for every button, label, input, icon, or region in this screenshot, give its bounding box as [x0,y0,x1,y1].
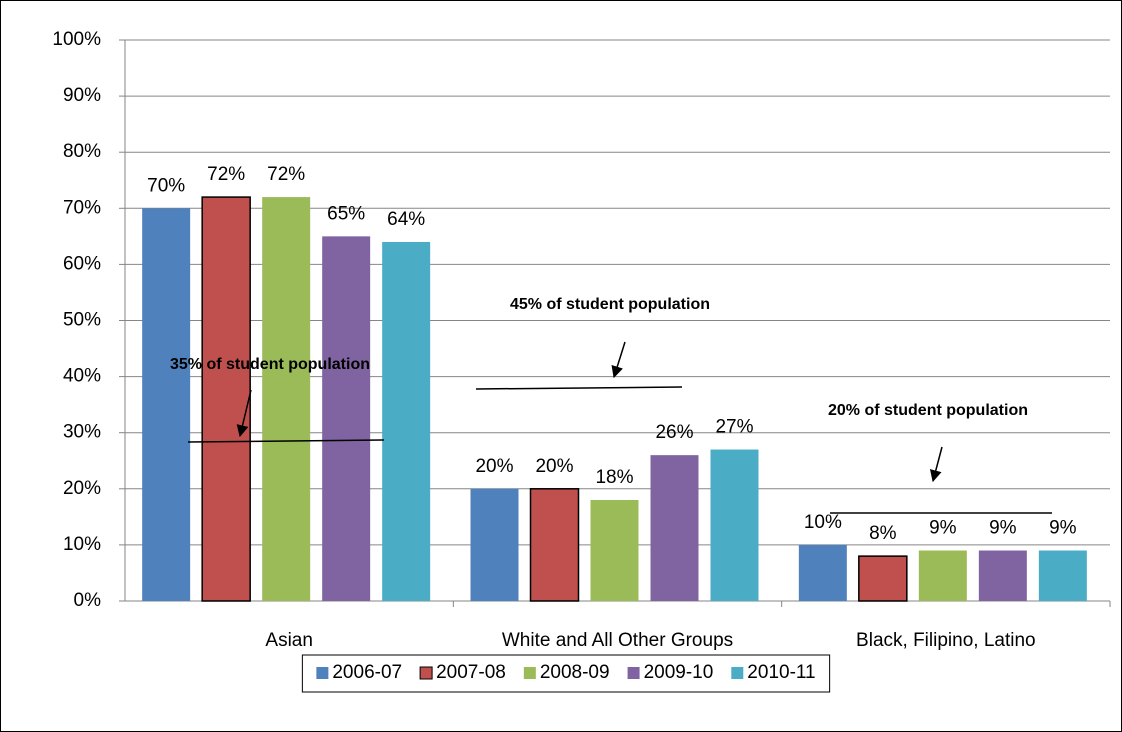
bar [858,555,908,602]
bar [470,488,519,601]
legend-label: 2008-09 [540,662,610,683]
legend-item: 2006-07 [316,662,402,683]
value-label: 26% [655,422,693,443]
legend-item: 2010-11 [731,662,816,683]
value-label: 9% [929,518,957,539]
legend: 2006-07 2007-08 2008-09 2009-10 2010-11 [301,654,831,693]
x-tick-label: Black, Filipino, Latino [856,630,1036,651]
bar [382,241,431,601]
value-label: 9% [1049,518,1077,539]
legend-label: 2009-10 [644,662,714,683]
value-label: 8% [869,523,897,544]
bar [529,488,580,602]
annotation-line [187,439,385,443]
legend-item: 2007-08 [419,662,506,683]
x-tick-label: White and All Other Groups [502,630,733,651]
bar [798,544,847,601]
value-label: 70% [147,175,185,196]
bar [262,197,311,601]
value-label: 27% [715,417,753,438]
bar [322,236,371,601]
y-tick-label: 30% [63,422,101,443]
legend-swatch [731,667,744,679]
y-tick-label: 0% [74,590,102,611]
value-label: 65% [327,203,365,224]
value-label: 64% [387,209,425,230]
annotation: 20% of student population [828,402,1028,419]
plot: 0% 10% 20% 30% 40% 50% 60% 70% 80% 90% 100% Asian 70… [52,29,1111,693]
value-label: 9% [989,518,1017,539]
annotation-arrow [236,389,252,438]
value-label: 20% [475,456,513,477]
y-tick-label: 70% [63,197,101,218]
value-label: 10% [804,512,842,533]
annotation: 45% of student population [510,296,710,313]
legend-swatch [419,666,433,680]
bar [918,550,967,601]
y-tick-label: 80% [63,141,101,162]
bar [978,550,1027,601]
value-label: 72% [207,164,245,185]
legend-swatch [627,667,640,679]
bar [201,196,251,602]
legend-item: 2008-09 [523,662,610,683]
legend-swatch [316,667,329,679]
y-tick-label: 20% [63,478,101,499]
bar [710,449,759,601]
annotation: 35% of student population [170,356,370,373]
bar [590,500,639,601]
y-tick-label: 40% [63,366,101,387]
legend-swatch [523,667,536,679]
x-tick-label: Asian [265,630,313,651]
annotation-arrow [929,446,943,483]
y-tick-label: 10% [63,534,101,555]
y-tick-label: 90% [63,85,101,106]
legend-label: 2010-11 [747,662,815,683]
legend-label: 2006-07 [332,662,402,683]
legend-label: 2007-08 [436,662,506,683]
bar [142,208,191,602]
legend-box [301,654,831,693]
value-label: 20% [535,456,573,477]
value-label: 18% [595,467,633,488]
annotation-arrow [611,341,626,379]
value-label: 72% [267,164,305,185]
annotation-line [475,386,683,390]
bar [1038,550,1087,601]
legend-item: 2009-10 [627,662,714,683]
bar [650,455,699,601]
y-tick-label: 60% [63,253,101,274]
y-tick-label: 50% [63,310,101,331]
y-tick-label: 100% [52,29,101,50]
